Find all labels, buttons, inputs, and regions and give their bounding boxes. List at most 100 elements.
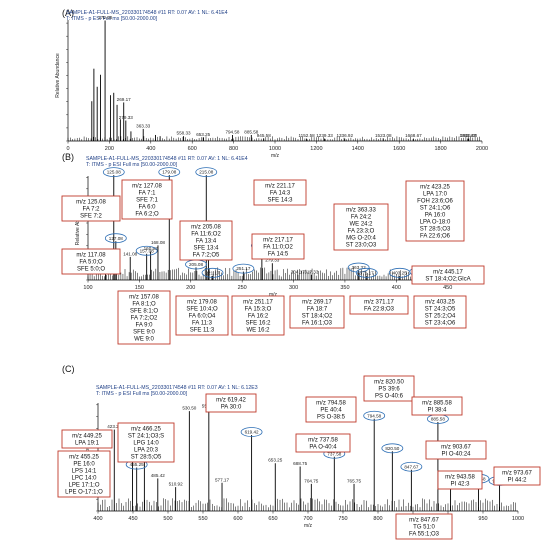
annotation-lipid: LPE O-17:1;O [65,490,103,496]
peak-label: 794.58 [225,129,239,134]
peak-label: 847.67 [404,464,418,469]
annotation-lipid: MG O-20:4 [346,236,376,242]
annotation-mz: m/z 157.08 [129,295,159,301]
peak-highlight-ellipse [355,267,378,278]
peak-highlight-ellipse [240,427,263,437]
annotation-frame [411,396,463,416]
peak-label: 737.58 [327,451,341,456]
annotation-lipid: ST 18:4;O2;GlcA [425,277,470,283]
annotation-lipid: WE 9:0 [134,337,154,343]
annotation-lipid: FOH 23:6;O6 [417,199,453,205]
peak-label: 160.92 [144,246,158,251]
annotation-frame [175,295,229,336]
annotation-lipid: ST 25:2;O4 [425,314,456,320]
annotation-lipid: PA O-40:4 [309,445,337,451]
peak-label: 1239.33 [316,133,333,138]
x-tick-label: 150 [135,285,144,291]
annotation-lipid: FA 11:0;O2 [263,245,293,251]
annotation-mz: m/z 363.33 [346,208,376,214]
x-tick-label: 2000 [476,146,488,152]
x-axis-label: m/z [304,523,313,529]
annotation-lipid: PI O-40:24 [441,452,471,458]
annotation-lipid: FA 14:3 [270,191,291,197]
annotation-frame [305,396,357,423]
x-tick-label: 600 [233,516,242,522]
annotation-mz: m/z 943.58 [445,475,475,481]
peak-label: 403.25 [393,270,407,275]
annotation-lipid: FA 11:6;O2 [191,232,221,238]
peak-label: 269.17 [117,97,131,102]
header-line-2: T: ITMS - p ESI Full ms [50.00-2000.00] [96,391,188,397]
peak-highlight-ellipse [158,167,181,178]
annotation-frame [289,295,345,329]
peak-label: 317.33 [304,269,318,274]
x-tick-label: 450 [443,285,452,291]
annotation-lipid: FA 16:1;O3 [302,321,333,327]
annotation-frame [411,265,485,285]
x-tick-label: 1000 [269,146,281,152]
annotation-lipid: FA 7:2 [82,207,100,213]
peak-highlight-ellipse [135,245,158,256]
annotation-lipid: ST 24:1;O3;S [128,434,164,440]
annotation-lipid: SFE 5:0;O [77,267,105,273]
annotation-mz: m/z 445.17 [433,270,463,276]
x-tick-label: 1200 [310,146,322,152]
annotation-frame [395,513,453,540]
annotation-lipid: LPA 17:0 [423,192,448,198]
peak-highlight-ellipse [102,167,125,178]
peak-label: 205.08 [189,262,203,267]
annotation-lipid: FA 6:0;O4 [189,314,216,320]
annotation-lipid: PS O-40:6 [375,394,404,400]
annotation-lipid: SFE 8:1;O [130,309,158,315]
annotation-lipid: SFE 7:2 [80,214,102,220]
annotation-lipid: FA 18:7 [307,307,328,313]
annotation-lipid: FA 22:6;O6 [420,234,451,240]
header-line-2: T: ITMS - p ESI Full ms [50.00-2000.00] [86,162,178,168]
peak-label: 304.17 [291,269,305,274]
annotation-lipid: FA 14:5 [268,252,289,258]
peak-label: 251.17 [236,266,250,271]
peak-label: 688.75 [293,461,307,466]
panel-b: (B) SAMPLE-A1-FULL-MS_220330174548 #11 RT… [61,152,485,345]
header-line-2: T: ITMS - p ESI Full ms [50.00-2000.00] [66,16,158,22]
x-tick-label: 550 [198,516,207,522]
annotation-mz: m/z 737.58 [308,438,338,444]
annotation-lipid: PS 39:6 [378,387,400,393]
annotation-frame [333,203,389,251]
peak-label: 363.33 [136,123,150,128]
peak-label: 455.25 [130,462,144,467]
peak-label: 279.33 [265,258,279,263]
x-axis-label: m/z [271,153,280,159]
y-axis-label: Relative Abundance [55,53,61,98]
peak-highlight-ellipse [363,410,386,421]
annotation-mz: m/z 251.17 [243,300,273,306]
annotation-lipid: FA 7:2;O5 [193,253,220,259]
annotation-mz: m/z 973.67 [502,471,532,477]
annotation-lipid: PE 16:0 [73,462,95,468]
annotation-mz: m/z 455.25 [69,455,99,461]
peak-highlight-ellipse [347,262,370,273]
peak-label: 485.42 [151,473,165,478]
annotation-mz: m/z 125.08 [76,200,106,206]
peak-label: 127.08 [109,236,123,241]
annotation-frame [437,470,483,490]
peak-label: 1152.58 [298,133,315,138]
annotation-frame [295,433,351,453]
annotation-lipid: WE 16:2 [246,328,270,334]
annotation-lipid: FA 7:2;O2 [131,316,158,322]
x-tick-label: 800 [373,516,382,522]
annotation-mz: m/z 619.42 [216,398,246,404]
peak-highlight-ellipse [104,233,127,244]
annotation-mz: m/z 903.67 [441,445,471,451]
peak-label: 794.58 [367,413,381,418]
